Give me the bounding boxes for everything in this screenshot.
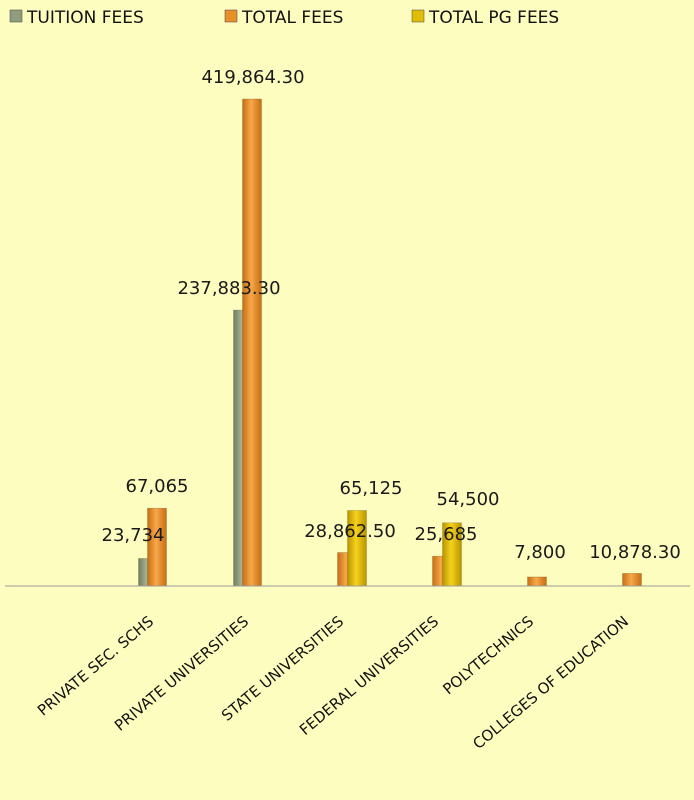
chart-legend: TUITION FEES TOTAL FEES TOTAL PG FEES (9, 8, 559, 28)
bar-total-fees-private-universities (242, 98, 262, 587)
data-label-total-pg-fees-federal-universities: 54,500 (437, 489, 500, 510)
chart-bars (138, 98, 642, 587)
data-label-total-fees-federal-universities: 25,685 (415, 524, 478, 545)
legend-label-total-pg-fees: TOTAL PG FEES (428, 8, 559, 28)
bar-total-fees-colleges-of-education (622, 573, 642, 587)
bar-total-fees-polytechnics (527, 576, 547, 587)
data-label-total-fees-colleges-of-education: 10,878.30 (589, 542, 681, 563)
data-label-tuition-fees-private-universities: 237,883.30 (177, 278, 280, 299)
data-label-total-fees-private-universities: 419,864.30 (201, 67, 304, 88)
legend-swatch-total-fees (224, 9, 238, 23)
legend-swatch-total-pg-fees (411, 9, 425, 23)
x-tick-polytechnics: POLYTECHNICS (439, 612, 537, 698)
data-label-total-fees-polytechnics: 7,800 (514, 542, 566, 563)
legend-label-tuition-fees: TUITION FEES (26, 8, 144, 28)
data-label-total-pg-fees-state-universities: 65,125 (340, 478, 403, 499)
data-label-tuition-fees-private-sec-schs: 23,734 (102, 525, 165, 546)
legend-swatch-tuition-fees (9, 9, 23, 23)
x-tick-colleges-of-education: COLLEGES OF EDUCATION (469, 612, 632, 753)
data-label-total-fees-private-sec-schs: 67,065 (126, 476, 189, 497)
legend-label-total-fees: TOTAL FEES (241, 8, 343, 28)
data-label-total-fees-state-universities: 28,862.50 (304, 521, 396, 542)
bar-total-fees-private-sec-schs (147, 507, 167, 587)
data-labels: 23,734 67,065 237,883.30 419,864.30 28,862.5… (102, 67, 681, 563)
